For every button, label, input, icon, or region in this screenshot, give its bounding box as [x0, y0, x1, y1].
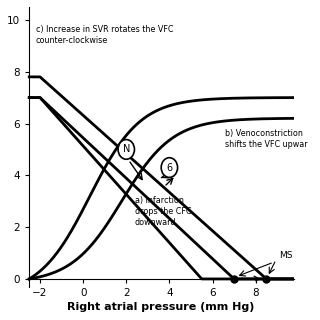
- Text: a) Infarction
drops the CFC
downward: a) Infarction drops the CFC downward: [135, 196, 191, 227]
- Text: N: N: [123, 144, 130, 155]
- Text: c) Increase in SVR rotates the VFC
counter-clockwise: c) Increase in SVR rotates the VFC count…: [36, 25, 173, 45]
- Text: 6: 6: [166, 163, 172, 172]
- Circle shape: [161, 158, 178, 177]
- Circle shape: [118, 140, 134, 159]
- Text: b) Venoconstriction
shifts the VFC upwar: b) Venoconstriction shifts the VFC upwar: [226, 129, 308, 149]
- X-axis label: Right atrial pressure (mm Hg): Right atrial pressure (mm Hg): [67, 302, 254, 312]
- Text: MS: MS: [279, 251, 293, 260]
